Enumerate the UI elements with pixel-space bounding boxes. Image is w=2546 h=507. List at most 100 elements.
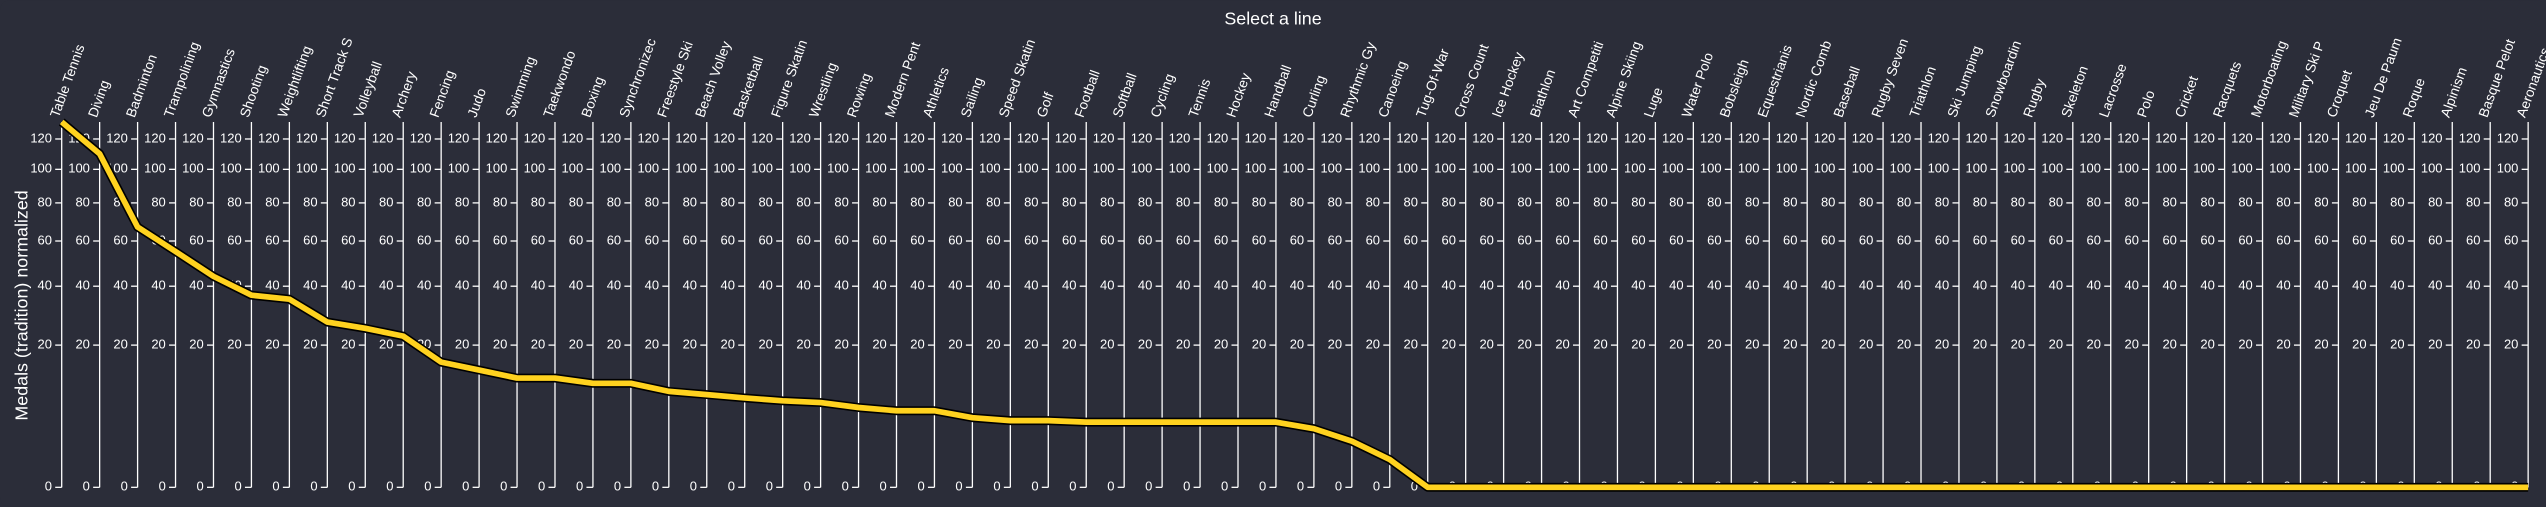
y-tick-label: 60: [1555, 232, 1569, 247]
y-tick-label: 20: [1935, 337, 1949, 352]
y-tick-label: 100: [1283, 161, 1305, 176]
y-tick-label: 100: [182, 161, 204, 176]
y-tick-label: 80: [2087, 194, 2101, 209]
y-tick-label: 40: [645, 278, 659, 293]
y-tick-label: 40: [2049, 278, 2063, 293]
y-tick-label: 0: [348, 479, 355, 494]
y-tick-label: 60: [2314, 232, 2328, 247]
y-tick-label: 20: [1062, 337, 1076, 352]
y-tick-label: 60: [265, 232, 279, 247]
y-tick-label: 100: [2041, 161, 2063, 176]
y-tick-label: 40: [1100, 278, 1114, 293]
y-tick-label: 120: [751, 130, 773, 145]
y-tick-label: 40: [2200, 278, 2214, 293]
y-tick-label: 40: [872, 278, 886, 293]
y-tick-label: 40: [986, 278, 1000, 293]
y-tick-label: 100: [1548, 161, 1570, 176]
y-tick-label: 100: [2269, 161, 2291, 176]
y-tick-label: 40: [2011, 278, 2025, 293]
y-tick-label: 100: [296, 161, 318, 176]
y-tick-label: 20: [2087, 337, 2101, 352]
y-tick-label: 60: [189, 232, 203, 247]
y-tick-label: 40: [303, 278, 317, 293]
y-tick-label: 120: [713, 130, 735, 145]
y-tick-label: 20: [1783, 337, 1797, 352]
y-tick-label: 60: [379, 232, 393, 247]
y-tick-label: 120: [1472, 130, 1494, 145]
y-tick-label: 120: [1017, 130, 1039, 145]
y-tick-label: 100: [599, 161, 621, 176]
y-tick-label: 40: [1593, 278, 1607, 293]
y-tick-label: 0: [1221, 479, 1228, 494]
y-tick-label: 60: [758, 232, 772, 247]
y-tick-label: 120: [903, 130, 925, 145]
y-tick-label: 60: [2238, 232, 2252, 247]
y-tick-label: 60: [531, 232, 545, 247]
y-tick-label: 60: [1821, 232, 1835, 247]
y-tick-label: 20: [1973, 337, 1987, 352]
y-tick-label: 60: [1404, 232, 1418, 247]
y-tick-label: 60: [1138, 232, 1152, 247]
y-tick-label: 20: [1707, 337, 1721, 352]
y-tick-label: 100: [1245, 161, 1267, 176]
y-tick-label: 120: [1283, 130, 1305, 145]
y-tick-label: 60: [2011, 232, 2025, 247]
y-tick-label: 60: [1783, 232, 1797, 247]
y-tick-label: 120: [144, 130, 166, 145]
y-tick-label: 20: [2049, 337, 2063, 352]
y-tick-label: 20: [2276, 337, 2290, 352]
y-tick-label: 60: [75, 232, 89, 247]
y-tick-label: 80: [1555, 194, 1569, 209]
y-tick-label: 80: [834, 194, 848, 209]
y-tick-label: 40: [2504, 278, 2518, 293]
y-tick-label: 120: [865, 130, 887, 145]
y-tick-label: 120: [106, 130, 128, 145]
y-tick-label: 60: [948, 232, 962, 247]
y-tick-label: 20: [910, 337, 924, 352]
y-tick-label: 120: [1131, 130, 1153, 145]
y-tick-label: 60: [1441, 232, 1455, 247]
y-tick-label: 20: [2011, 337, 2025, 352]
y-tick-label: 100: [1700, 161, 1722, 176]
y-tick-label: 20: [948, 337, 962, 352]
y-tick-label: 0: [842, 479, 849, 494]
y-tick-label: 100: [1814, 161, 1836, 176]
y-tick-label: 80: [2314, 194, 2328, 209]
y-tick-label: 40: [1631, 278, 1645, 293]
y-tick-label: 20: [2125, 337, 2139, 352]
y-tick-label: 100: [448, 161, 470, 176]
y-tick-label: 20: [341, 337, 355, 352]
y-tick-label: 60: [1479, 232, 1493, 247]
y-tick-label: 100: [372, 161, 394, 176]
y-axis-label: Medals (tradition) normalized: [11, 190, 31, 420]
y-tick-label: 120: [1966, 130, 1988, 145]
y-tick-label: 20: [721, 337, 735, 352]
y-tick-label: 0: [272, 479, 279, 494]
y-tick-label: 20: [1366, 337, 1380, 352]
y-tick-label: 20: [1669, 337, 1683, 352]
y-tick-label: 40: [2466, 278, 2480, 293]
y-tick-label: 0: [462, 479, 469, 494]
y-tick-label: 80: [569, 194, 583, 209]
y-tick-label: 80: [379, 194, 393, 209]
y-tick-label: 80: [265, 194, 279, 209]
y-tick-label: 100: [1852, 161, 1874, 176]
y-tick-label: 80: [38, 194, 52, 209]
y-tick-label: 80: [493, 194, 507, 209]
y-tick-label: 40: [2162, 278, 2176, 293]
y-tick-label: 60: [1935, 232, 1949, 247]
y-tick-label: 60: [1176, 232, 1190, 247]
y-tick-label: 40: [1935, 278, 1949, 293]
y-tick-label: 40: [265, 278, 279, 293]
y-tick-label: 120: [448, 130, 470, 145]
y-tick-label: 120: [1207, 130, 1229, 145]
y-tick-label: 100: [2383, 161, 2405, 176]
y-tick-label: 20: [379, 337, 393, 352]
y-tick-label: 100: [1207, 161, 1229, 176]
y-tick-label: 0: [45, 479, 52, 494]
y-tick-label: 100: [1624, 161, 1646, 176]
y-tick-label: 120: [220, 130, 242, 145]
y-tick-label: 20: [1328, 337, 1342, 352]
